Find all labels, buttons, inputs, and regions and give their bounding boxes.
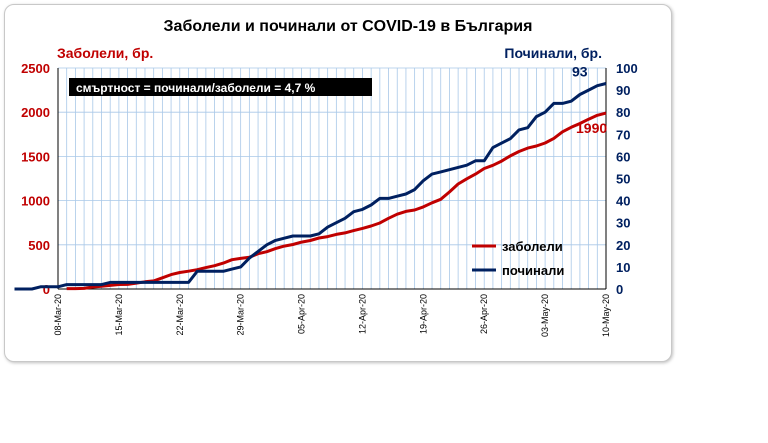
x-tick-label: 22-Mar-20 [175, 294, 185, 336]
y-left-tick-label: 2000 [21, 105, 50, 120]
y-left-tick-label: 500 [28, 238, 50, 253]
annotation-box [69, 78, 372, 96]
y-right-tick-label: 50 [616, 172, 630, 187]
y-left-tick-label: 2500 [21, 61, 50, 76]
gridlines [57, 67, 607, 290]
chart-title: Заболели и починали от COVID-19 в Българ… [164, 18, 533, 35]
y-right-tick-labels: 0 10 20 30 40 50 60 70 80 90 100 [616, 61, 638, 297]
y-left-tick-label: 0 [43, 282, 50, 297]
series-end-label: 1990 [576, 120, 607, 136]
y-left-tick-label: 1500 [21, 149, 50, 164]
x-tick-label: 19-Apr-20 [418, 294, 428, 334]
y-right-tick-label: 30 [616, 216, 630, 231]
x-tick-label: 05-Apr-20 [297, 294, 307, 334]
x-tick-label: 15-Mar-20 [114, 294, 124, 336]
x-tick-label: 29-Mar-20 [236, 294, 246, 336]
y-right-tick-label: 90 [616, 83, 630, 98]
axes [57, 68, 607, 290]
x-tick-label: 03-May-20 [540, 294, 550, 337]
y-right-axis-label: Починали, бр. [504, 45, 602, 61]
y-right-tick-label: 40 [616, 194, 630, 209]
annotation-text: смъртност = починали/заболели = 4,7 % [76, 81, 316, 95]
x-tick-labels: 08-Mar-20 15-Mar-20 22-Mar-20 29-Mar-20 05-A… [53, 294, 611, 337]
x-tick-label: 12-Apr-20 [357, 294, 367, 334]
x-tick-label: 10-May-20 [601, 294, 611, 337]
legend-label: починали [502, 263, 564, 278]
legend: заболели починали [472, 239, 564, 278]
series-line-deaths [14, 82, 607, 291]
chart-frame [4, 4, 672, 362]
series-line-cases [66, 111, 607, 291]
series-lines [14, 82, 607, 291]
y-left-axis-label: Заболели, бр. [57, 45, 153, 61]
y-left-tick-label: 1000 [21, 194, 50, 209]
y-right-tick-label: 100 [616, 61, 638, 76]
y-right-tick-label: 80 [616, 105, 630, 120]
x-tick-label: 26-Apr-20 [479, 294, 489, 334]
y-left-tick-labels: 0 500 1000 1500 2000 2500 [21, 61, 50, 297]
series-end-labels: 1990 93 [572, 63, 607, 136]
series-end-label: 93 [572, 63, 588, 79]
x-tick-label: 08-Mar-20 [53, 294, 63, 336]
y-right-tick-label: 10 [616, 260, 630, 275]
y-right-tick-label: 20 [616, 238, 630, 253]
y-right-tick-label: 0 [616, 282, 623, 297]
y-right-tick-label: 60 [616, 149, 630, 164]
mortality-annotation: смъртност = починали/заболели = 4,7 % [69, 78, 372, 96]
y-right-tick-label: 70 [616, 127, 630, 142]
legend-label: заболели [502, 239, 563, 254]
